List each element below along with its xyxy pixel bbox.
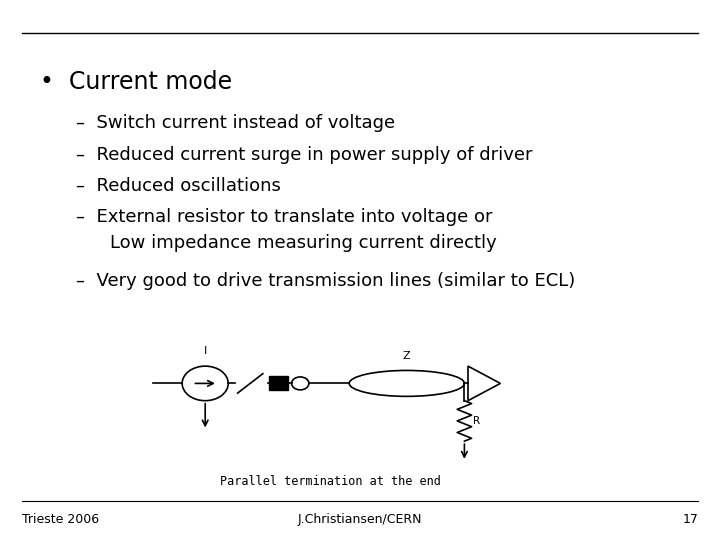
Text: Trieste 2006: Trieste 2006 — [22, 513, 99, 526]
Text: I: I — [204, 346, 207, 356]
Bar — [269, 376, 288, 390]
Text: –  Reduced oscillations: – Reduced oscillations — [76, 177, 281, 195]
Text: –  Very good to drive transmission lines (similar to ECL): – Very good to drive transmission lines … — [76, 272, 575, 289]
Text: –  Switch current instead of voltage: – Switch current instead of voltage — [76, 114, 395, 132]
Text: Z: Z — [403, 350, 410, 361]
Text: –  External resistor to translate into voltage or: – External resistor to translate into vo… — [76, 208, 492, 226]
Text: •  Current mode: • Current mode — [40, 70, 232, 94]
Text: J.Christiansen/CERN: J.Christiansen/CERN — [298, 513, 422, 526]
Text: Low impedance measuring current directly: Low impedance measuring current directly — [110, 234, 497, 252]
Text: R: R — [473, 416, 480, 426]
Text: 17: 17 — [683, 513, 698, 526]
Text: –  Reduced current surge in power supply of driver: – Reduced current surge in power supply … — [76, 146, 532, 164]
Text: Parallel termination at the end: Parallel termination at the end — [220, 475, 441, 488]
